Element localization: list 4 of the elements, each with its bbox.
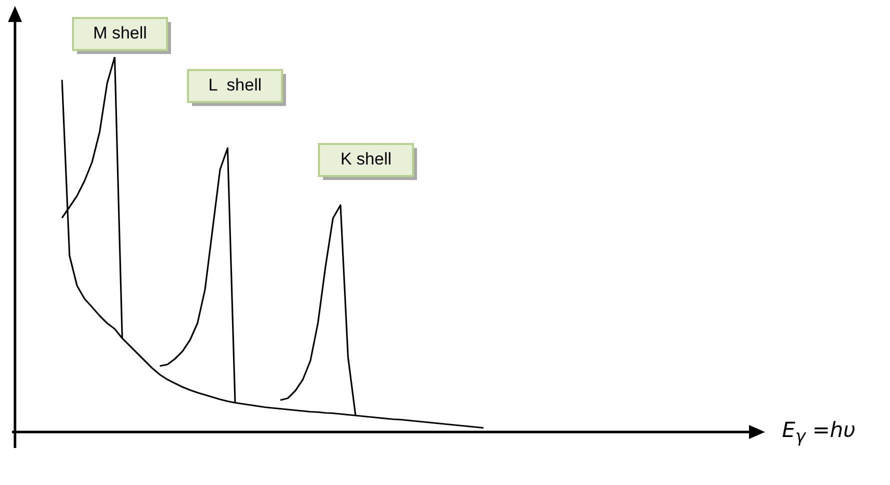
annotation: L shell — [208, 76, 262, 95]
x-axis-title: E$_{γ}$ =hυ — [782, 418, 856, 448]
annotation: K shell — [340, 150, 392, 169]
text: M shell — [93, 24, 147, 43]
